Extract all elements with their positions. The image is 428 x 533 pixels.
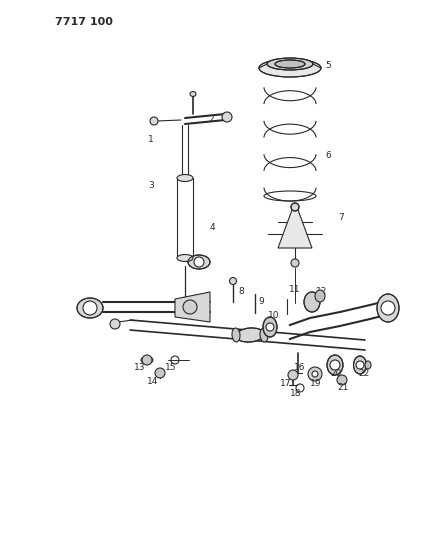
Circle shape	[142, 355, 152, 365]
Circle shape	[266, 323, 274, 331]
Circle shape	[83, 301, 97, 315]
Ellipse shape	[354, 356, 366, 374]
Ellipse shape	[177, 254, 193, 262]
Ellipse shape	[365, 361, 371, 369]
Ellipse shape	[232, 328, 240, 342]
Circle shape	[183, 300, 197, 314]
Text: 16: 16	[294, 364, 306, 373]
Text: 1: 1	[148, 135, 154, 144]
Ellipse shape	[291, 203, 299, 211]
Text: 17: 17	[280, 378, 291, 387]
Circle shape	[337, 375, 347, 385]
Circle shape	[110, 319, 120, 329]
Text: 7717 100: 7717 100	[55, 17, 113, 27]
Text: 2: 2	[208, 116, 214, 125]
Ellipse shape	[188, 255, 210, 269]
Text: 7: 7	[338, 214, 344, 222]
Text: 12: 12	[316, 287, 327, 296]
Circle shape	[330, 360, 340, 370]
Circle shape	[312, 371, 318, 377]
Ellipse shape	[304, 292, 320, 312]
Circle shape	[194, 257, 204, 267]
Ellipse shape	[377, 294, 399, 322]
Text: 20: 20	[330, 369, 342, 378]
Ellipse shape	[327, 355, 343, 375]
Circle shape	[155, 368, 165, 378]
Circle shape	[356, 361, 364, 369]
Text: 15: 15	[165, 364, 176, 373]
Text: 11: 11	[289, 286, 300, 295]
Ellipse shape	[263, 317, 277, 337]
Text: 14: 14	[147, 376, 158, 385]
Text: 5: 5	[325, 61, 331, 69]
Circle shape	[381, 301, 395, 315]
Ellipse shape	[315, 290, 325, 302]
Ellipse shape	[275, 60, 305, 68]
Ellipse shape	[177, 174, 193, 182]
Text: 22: 22	[358, 369, 369, 378]
Ellipse shape	[77, 298, 103, 318]
Text: 3: 3	[148, 181, 154, 190]
Ellipse shape	[222, 112, 232, 122]
Text: 21: 21	[337, 383, 348, 392]
Ellipse shape	[267, 58, 313, 70]
Text: 10: 10	[268, 311, 279, 319]
Circle shape	[288, 370, 298, 380]
Circle shape	[308, 367, 322, 381]
Ellipse shape	[259, 59, 321, 77]
Circle shape	[291, 259, 299, 267]
Circle shape	[150, 117, 158, 125]
Ellipse shape	[190, 92, 196, 96]
Polygon shape	[175, 292, 210, 322]
Text: 9: 9	[258, 297, 264, 306]
Text: 19: 19	[310, 378, 321, 387]
Polygon shape	[278, 210, 312, 248]
Text: 18: 18	[290, 390, 301, 399]
Text: 8: 8	[238, 287, 244, 296]
Ellipse shape	[236, 328, 264, 342]
Ellipse shape	[229, 278, 237, 285]
Text: 6: 6	[325, 150, 331, 159]
Text: 13: 13	[134, 364, 146, 373]
Ellipse shape	[260, 328, 268, 342]
Text: 4: 4	[210, 223, 216, 232]
